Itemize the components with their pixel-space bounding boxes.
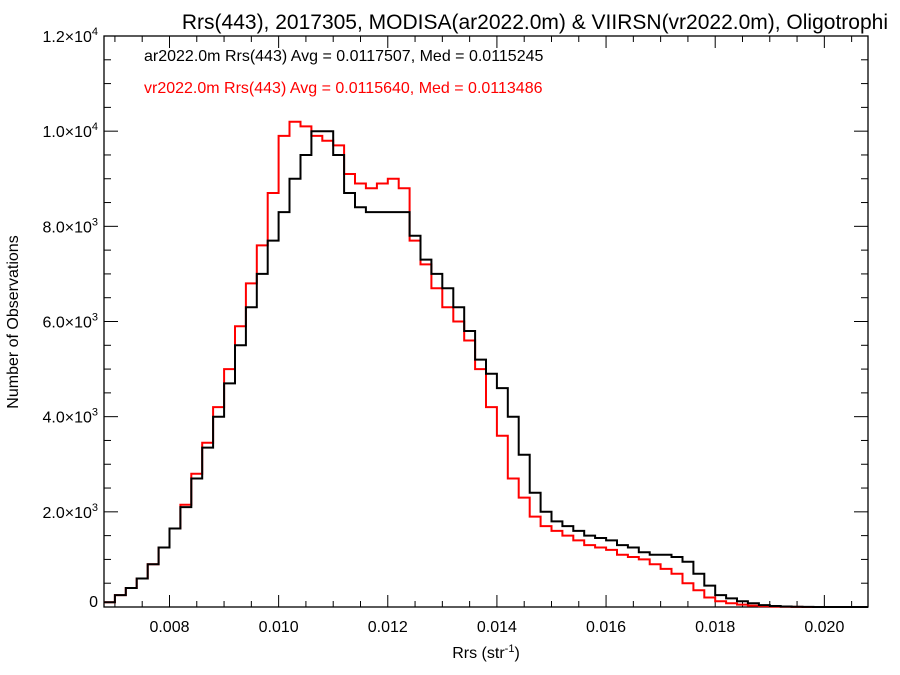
y-tick-label-exponent: 4 <box>92 26 98 38</box>
axis-ticks <box>104 35 868 608</box>
series-line-0 <box>104 130 868 608</box>
x-axis-title-superscript: -1 <box>505 643 515 655</box>
y-tick-label-base: 4.0×10 <box>42 410 91 427</box>
chart-title: Rrs(443), 2017305, MODISA(ar2022.0m) & V… <box>182 11 888 34</box>
y-tick-label: 1.2×104 <box>42 26 98 46</box>
y-tick-label-base: 1.2×10 <box>42 29 91 46</box>
x-tick-label: 0.018 <box>695 619 735 636</box>
y-tick-label: 8.0×103 <box>42 216 98 236</box>
y-tick-label-exponent: 3 <box>92 502 98 514</box>
y-tick-label-exponent: 3 <box>92 216 98 228</box>
y-tick-label: 1.0×104 <box>42 121 98 141</box>
x-tick-label: 0.020 <box>804 619 844 636</box>
x-tick-label: 0.014 <box>477 619 517 636</box>
y-tick-label: 2.0×103 <box>42 502 98 522</box>
y-tick-label-exponent: 4 <box>92 121 98 133</box>
x-axis-title: Rrs (str-1) <box>452 643 520 662</box>
legend-entry-black: ar2022.0m Rrs(443) Avg = 0.0117507, Med … <box>144 48 543 65</box>
y-tick-label-base: 2.0×10 <box>42 505 91 522</box>
series-layer <box>104 120 868 608</box>
x-tick-label: 0.010 <box>259 619 299 636</box>
y-tick-label-exponent: 3 <box>92 407 98 419</box>
y-tick-label-exponent: 3 <box>92 312 98 324</box>
axis-tick-labels: 0.008 0.010 0.012 0.014 0.016 0.018 0.020 0 2.0×… <box>42 26 844 636</box>
legend-entry-red: vr2022.0m Rrs(443) Avg = 0.0115640, Med … <box>144 80 543 97</box>
y-tick-label: 0 <box>89 594 98 611</box>
y-tick-label: 6.0×103 <box>42 312 98 332</box>
x-tick-label: 0.008 <box>149 619 189 636</box>
plot-frame <box>103 35 869 608</box>
y-axis-title: Number of Observations <box>5 235 22 408</box>
x-tick-label: 0.016 <box>586 619 626 636</box>
x-tick-label: 0.012 <box>368 619 408 636</box>
x-axis-title-close: ) <box>514 645 519 662</box>
x-axis-title-text: Rrs (str <box>452 645 505 662</box>
y-tick-label-base: 6.0×10 <box>42 315 91 332</box>
y-tick-label-base: 8.0×10 <box>42 219 91 236</box>
y-tick-label: 4.0×103 <box>42 407 98 427</box>
y-tick-label-base: 0 <box>89 594 98 611</box>
y-tick-label-base: 1.0×10 <box>42 124 91 141</box>
